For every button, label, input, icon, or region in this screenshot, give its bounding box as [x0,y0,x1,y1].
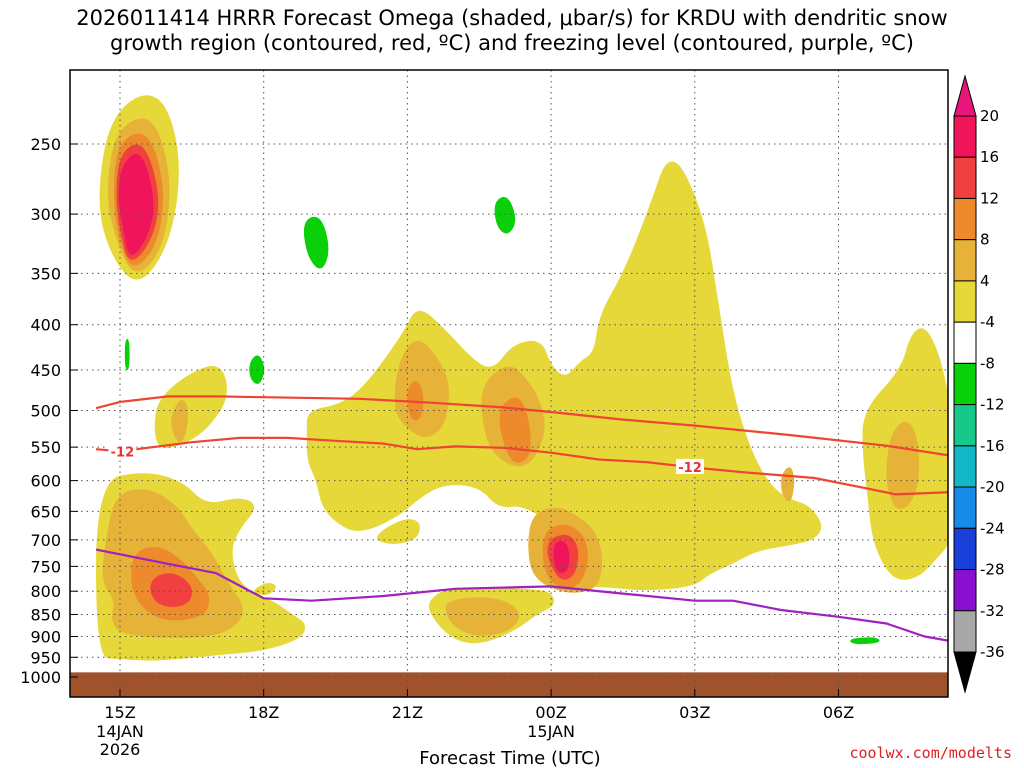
y-tick-label-250: 250 [30,135,61,154]
surface-terrain [70,672,948,697]
colorbar-segment-6 [953,362,977,406]
colorbar-label-8: -16 [980,437,1005,455]
y-tick-label-700: 700 [30,531,61,550]
colorbar-label-0: 20 [980,107,999,125]
dgz-contour-upper [95,395,948,457]
colorbar-label-6: -8 [980,354,995,372]
y-tick-label-1000: 1000 [20,668,61,687]
omega-shading-layer [96,70,948,661]
x-tick-label-21Z: 21Z [392,703,423,722]
x-axis-label: Forecast Time (UTC) [419,748,600,768]
omega-region-22 [306,161,822,591]
y-tick-label-650: 650 [30,502,61,521]
y-tick-label-850: 850 [30,606,61,625]
x-tick-label-18Z: 18Z [248,703,279,722]
colorbar-label-4: 4 [980,272,990,290]
chart-title-line-2: growth region (contoured, red, ºC) and f… [110,31,914,55]
x-tick-label-06Z: 06Z [823,703,854,722]
colorbar-label-2: 12 [980,189,999,207]
omega-region-33 [886,421,919,509]
y-tick-label-300: 300 [30,205,61,224]
omega-region-39 [150,573,192,607]
x-tick-year-15Z: 2026 [100,740,141,759]
omega-region-19 [850,637,880,645]
colorbar-label-9: -20 [980,478,1005,496]
credit-text: coolwx.com/modelts [849,744,1012,762]
colorbar-label-13: -36 [980,643,1005,661]
colorbar-top-arrow [953,74,977,117]
omega-region-16 [494,197,516,234]
omega-region-41 [553,541,570,573]
y-axis: 250 300 350 400 450 500 550 600 650 700 750 800 850 9… [20,135,78,687]
colorbar-bottom-arrow [953,651,977,694]
colorbar-segment-10 [953,527,977,571]
colorbar-segment-2 [953,197,977,241]
contour-layer: -12 -12 [95,395,948,642]
y-tick-label-750: 750 [30,557,61,576]
chart-title: 2026011414 HRRR Forecast Omega (shaded, … [0,6,1024,56]
colorbar-segment-8 [953,445,977,488]
omega-region-28 [394,341,449,437]
dgz-contour-lower [95,436,948,496]
chart-title-line-1: 2026011414 HRRR Forecast Omega (shaded, … [76,6,948,30]
y-tick-label-400: 400 [30,316,61,335]
omega-region-18 [124,338,130,370]
colorbar-segment-7 [953,404,977,447]
omega-region-8 [304,587,383,630]
omega-region-15 [303,216,329,269]
omega-region-21 [154,366,227,448]
omega-region-10 [811,232,854,371]
y-tick-label-500: 500 [30,402,61,421]
omega-region-9 [258,497,283,524]
omega-region-17 [249,355,265,384]
y-tick-label-900: 900 [30,627,61,646]
dgz-label-bg-1 [676,458,705,474]
x-tick-label-15Z: 15Z [104,703,135,722]
colorbar-label-1: 16 [980,148,999,166]
dgz-contour-label-1: -12 [678,461,702,476]
omega-region-36 [499,397,531,463]
plot-frame [69,69,949,698]
dgz-label-bg-0 [108,443,137,459]
omega-region-14 [768,621,948,653]
omega-region-5 [227,89,491,382]
y-tick-label-550: 550 [30,438,61,457]
colorbar-segment-0 [953,115,977,158]
omega-region-11 [734,356,748,392]
omega-region-6 [469,70,601,257]
dgz-contour-label-0: -12 [111,445,135,460]
colorbar: 20 16 12 8 4 -4 -8 -12 -16 -20 -24 -28 -32 -36 [953,74,1005,694]
x-tick-label-03Z: 03Z [679,703,710,722]
y-tick-label-450: 450 [30,361,61,380]
omega-region-24 [377,519,420,544]
omega-region-4 [118,153,154,255]
freezing-level-contour [95,548,948,642]
x-tick-label-00Z: 00Z [535,703,566,722]
y-tick-label-800: 800 [30,582,61,601]
omega-region-32 [445,597,520,636]
x-tick-date-15Z: 14JAN [96,722,144,741]
surface-layer [70,672,948,697]
y-tick-label-950: 950 [30,648,61,667]
omega-region-26 [254,582,276,596]
colorbar-segment-3 [953,239,977,282]
colorbar-label-11: -28 [980,561,1005,579]
colorbar-segment-12 [953,610,977,653]
colorbar-label-12: -32 [980,602,1005,620]
colorbar-label-5: -4 [980,313,995,331]
colorbar-segment-1 [953,156,977,199]
colorbar-label-10: -24 [980,519,1005,537]
colorbar-label-3: 8 [980,231,990,249]
colorbar-segment-4 [953,280,977,323]
x-tick-date-00Z: 15JAN [527,722,575,741]
colorbar-label-7: -12 [980,396,1005,414]
colorbar-segment-9 [953,486,977,529]
y-tick-label-600: 600 [30,472,61,491]
colorbar-segment-5 [953,321,977,364]
colorbar-segment-11 [953,569,977,612]
grid-layer [70,70,948,697]
y-tick-label-350: 350 [30,264,61,283]
